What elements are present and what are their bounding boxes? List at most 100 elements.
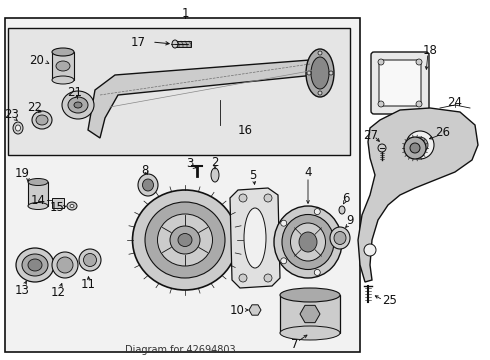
Ellipse shape — [22, 254, 48, 276]
Ellipse shape — [56, 61, 70, 71]
Text: 20: 20 — [29, 54, 45, 67]
Polygon shape — [88, 60, 318, 138]
Ellipse shape — [28, 202, 48, 210]
Ellipse shape — [143, 179, 153, 191]
Bar — [52, 52, 74, 80]
Text: 11: 11 — [80, 279, 96, 292]
Ellipse shape — [291, 223, 325, 261]
Text: 17: 17 — [130, 36, 146, 49]
Ellipse shape — [264, 274, 272, 282]
Ellipse shape — [318, 91, 322, 95]
Ellipse shape — [335, 239, 341, 245]
Ellipse shape — [28, 259, 42, 271]
Ellipse shape — [52, 252, 78, 278]
Ellipse shape — [318, 51, 322, 55]
Ellipse shape — [74, 102, 82, 108]
Text: 25: 25 — [383, 293, 397, 306]
Text: 8: 8 — [141, 163, 148, 176]
Text: 15: 15 — [49, 201, 65, 213]
Ellipse shape — [32, 111, 52, 129]
Ellipse shape — [330, 227, 350, 249]
Ellipse shape — [416, 59, 422, 65]
Ellipse shape — [280, 288, 340, 302]
Ellipse shape — [406, 131, 434, 159]
Ellipse shape — [281, 220, 287, 226]
Text: 5: 5 — [249, 168, 257, 181]
Ellipse shape — [311, 57, 329, 89]
Text: 6: 6 — [342, 192, 350, 204]
Ellipse shape — [239, 274, 247, 282]
Text: 12: 12 — [50, 285, 66, 298]
Ellipse shape — [378, 144, 386, 152]
Text: 27: 27 — [364, 129, 378, 141]
Polygon shape — [249, 305, 261, 315]
Text: Diagram for 42694803: Diagram for 42694803 — [124, 345, 235, 355]
Ellipse shape — [280, 326, 340, 340]
Ellipse shape — [145, 202, 225, 278]
Bar — [280, 295, 340, 333]
Ellipse shape — [264, 194, 272, 202]
Ellipse shape — [138, 174, 158, 196]
Ellipse shape — [157, 214, 213, 266]
Bar — [175, 41, 191, 47]
Bar — [5, 18, 360, 352]
Ellipse shape — [178, 234, 192, 247]
Ellipse shape — [378, 101, 384, 107]
Ellipse shape — [239, 194, 247, 202]
Ellipse shape — [410, 143, 420, 153]
Text: 21: 21 — [68, 86, 82, 99]
Ellipse shape — [307, 71, 311, 75]
Text: 1: 1 — [181, 6, 189, 19]
FancyBboxPatch shape — [379, 60, 421, 106]
FancyBboxPatch shape — [371, 52, 429, 114]
Ellipse shape — [36, 115, 48, 125]
Ellipse shape — [339, 206, 345, 214]
Text: 9: 9 — [346, 213, 354, 226]
Text: 24: 24 — [447, 95, 463, 108]
Polygon shape — [230, 188, 280, 288]
Text: 18: 18 — [422, 44, 438, 57]
Ellipse shape — [68, 97, 88, 113]
Text: 14: 14 — [30, 194, 46, 207]
Bar — [8, 28, 350, 155]
Ellipse shape — [13, 122, 23, 134]
Text: 19: 19 — [15, 166, 29, 180]
Ellipse shape — [172, 40, 178, 48]
Ellipse shape — [79, 249, 101, 271]
Text: 4: 4 — [304, 166, 312, 179]
Ellipse shape — [170, 226, 200, 254]
Ellipse shape — [314, 208, 320, 215]
Bar — [52, 198, 64, 208]
Ellipse shape — [404, 137, 426, 159]
Ellipse shape — [416, 101, 422, 107]
Ellipse shape — [364, 244, 376, 256]
Text: 10: 10 — [229, 303, 245, 316]
Ellipse shape — [329, 71, 333, 75]
Ellipse shape — [62, 91, 94, 119]
Ellipse shape — [244, 208, 266, 268]
Ellipse shape — [16, 248, 54, 282]
Text: 23: 23 — [4, 108, 20, 121]
Ellipse shape — [274, 206, 342, 278]
Ellipse shape — [314, 269, 320, 275]
Text: 7: 7 — [291, 338, 299, 351]
Ellipse shape — [281, 258, 287, 264]
Ellipse shape — [211, 168, 219, 182]
Ellipse shape — [67, 202, 77, 210]
Bar — [28, 182, 48, 206]
Ellipse shape — [57, 257, 73, 273]
Polygon shape — [300, 305, 320, 323]
Ellipse shape — [52, 48, 74, 56]
Text: 3: 3 — [186, 157, 194, 170]
Ellipse shape — [83, 253, 97, 266]
Ellipse shape — [378, 59, 384, 65]
Text: 22: 22 — [27, 100, 43, 113]
Ellipse shape — [16, 125, 21, 131]
Text: 13: 13 — [15, 284, 29, 297]
Ellipse shape — [52, 76, 74, 84]
Ellipse shape — [70, 204, 74, 207]
Ellipse shape — [412, 137, 428, 153]
Ellipse shape — [334, 231, 346, 244]
Ellipse shape — [299, 232, 317, 252]
Polygon shape — [358, 108, 478, 282]
